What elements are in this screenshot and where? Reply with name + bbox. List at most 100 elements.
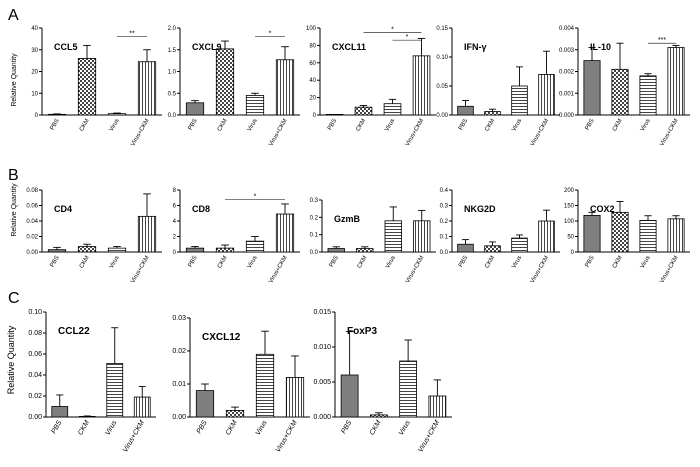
y-tick-label: 0 (313, 113, 317, 119)
category-label: Virus (511, 255, 523, 270)
chart-1: 0.0 0.5 1.0 1.5 2.0 PBS CKM Virus Virus+CKM CXCL9… (168, 26, 300, 147)
bar-2 (255, 353, 275, 418)
bar-3 (412, 55, 431, 116)
bar-2 (107, 247, 127, 253)
bar-2 (511, 237, 528, 253)
category-label: CKM (357, 255, 369, 270)
y-tick-label: 20 (309, 96, 316, 102)
category-label: Virus+CKM (659, 118, 679, 147)
bar-1 (484, 245, 501, 253)
y-tick-label: 0.08 (26, 188, 38, 194)
bar-0 (457, 243, 474, 253)
y-tick-label: 0.05 (436, 84, 448, 90)
y-tick-label: 0 (173, 250, 177, 256)
bar-3 (137, 215, 157, 253)
y-tick-label: 0.04 (26, 219, 38, 225)
y-tick-label: 40 (31, 26, 38, 32)
chart-title: CD8 (192, 204, 210, 214)
category-label: PBS (458, 255, 469, 268)
category-label: PBS (196, 419, 209, 435)
bar-3 (667, 218, 685, 253)
y-tick-label: 200 (564, 188, 575, 194)
bar-2 (106, 363, 124, 418)
y-tick-label: 0.10 (436, 55, 448, 61)
y-tick-label: 0.15 (436, 26, 448, 32)
category-label: CKM (355, 118, 367, 133)
category-label: CKM (612, 255, 624, 270)
bar-0 (583, 215, 601, 253)
bar-2 (639, 219, 657, 253)
bar-1 (369, 414, 388, 418)
category-label: CKM (77, 419, 91, 436)
y-tick-label: 0.1 (440, 235, 449, 241)
bar-0 (325, 114, 344, 116)
y-tick-label: 0 (571, 250, 575, 256)
bar-1 (215, 247, 235, 253)
y-tick-label: 0.00 (172, 414, 186, 421)
significance-label: *** (658, 37, 666, 44)
category-label: Virus+CKM (417, 419, 441, 453)
significance-label: * (406, 34, 409, 41)
category-label: Virus (398, 419, 412, 437)
category-label: Virus+CKM (275, 419, 299, 453)
bar-1 (77, 246, 97, 253)
chart-title: CXCL12 (202, 332, 241, 343)
y-tick-label: 0.000 (559, 113, 575, 119)
y-tick-label: 0.0 (440, 250, 449, 256)
chart-title: CCL22 (58, 326, 90, 337)
y-tick-label: 0.02 (172, 348, 186, 355)
bar-0 (340, 374, 359, 418)
y-tick-label: 0.2 (440, 219, 449, 225)
y-tick-label: 50 (567, 235, 574, 241)
y-tick-label: 60 (309, 61, 316, 67)
y-tick-label: 0.04 (28, 372, 42, 379)
y-tick-label: 2 (173, 235, 177, 241)
y-tick-label: 0.00 (436, 113, 448, 119)
significance-label: * (391, 26, 394, 33)
bar-3 (428, 395, 447, 418)
category-label: PBS (458, 118, 469, 131)
category-label: CKM (79, 118, 91, 133)
y-tick-label: 0.010 (313, 344, 331, 351)
y-axis-title-row-c: Relative Quantity (6, 325, 16, 394)
bar-1 (225, 409, 245, 418)
bar-0 (47, 249, 67, 253)
y-axis-title-row-a: Relative Quantity (11, 53, 18, 107)
category-label: Virus (511, 118, 523, 133)
category-label: CKM (369, 419, 383, 436)
y-tick-label: 0.02 (26, 235, 38, 241)
y-tick-label: 0.001 (559, 91, 575, 97)
category-label: PBS (50, 419, 63, 435)
y-tick-label: 1.0 (168, 70, 177, 76)
category-label: Virus (109, 118, 121, 133)
chart-4: 0.000 0.001 0.002 0.003 0.004 PBS CKM Virus Viru… (559, 26, 690, 147)
category-label: PBS (188, 118, 199, 131)
category-label: Virus+CKM (405, 255, 425, 284)
category-label: Virus (247, 118, 259, 133)
chart-title: IFN-γ (464, 42, 487, 52)
chart-title: IL-10 (590, 42, 611, 52)
category-label: Virus+CKM (122, 419, 146, 453)
chart-9: 0 50 100 150 200 PBS CKM Virus Virus+CKM COX2 (564, 188, 690, 284)
chart-title: CXCL9 (192, 42, 222, 52)
chart-0: 0 10 20 30 40 PBS CKM Virus Virus+CKM CCL5 ** (31, 26, 162, 147)
bar-3 (538, 74, 555, 116)
bar-0 (185, 247, 205, 253)
chart-12: 0.000 0.005 0.010 0.015 PBS CKM Virus Virus+CKM… (313, 309, 452, 454)
y-tick-label: 0.06 (28, 351, 42, 358)
category-label: Virus+CKM (268, 255, 288, 284)
y-tick-label: 0.3 (440, 204, 449, 210)
bar-1 (611, 68, 629, 116)
bar-2 (399, 360, 418, 418)
bar-3 (285, 376, 305, 418)
y-tick-label: 0.00 (26, 250, 38, 256)
chart-2: 0 20 40 60 80 100 PBS CKM Virus Virus+CKM CXCL11 * * (306, 26, 436, 147)
bar-1 (354, 106, 373, 116)
y-tick-label: 100 (306, 26, 317, 32)
y-tick-label: 0.002 (559, 70, 575, 76)
chart-title: CD4 (54, 204, 72, 214)
category-label: Virus (385, 255, 397, 270)
category-label: Virus+CKM (405, 118, 425, 147)
category-label: PBS (50, 118, 61, 131)
